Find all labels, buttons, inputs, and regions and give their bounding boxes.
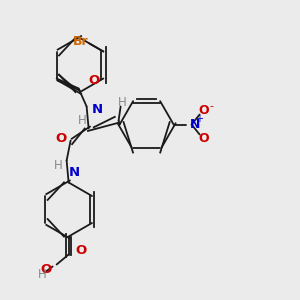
Text: O: O bbox=[198, 104, 209, 117]
Text: O: O bbox=[55, 132, 66, 145]
Text: O: O bbox=[40, 263, 52, 276]
Text: O: O bbox=[75, 244, 86, 257]
Text: +: + bbox=[195, 113, 203, 124]
Text: N: N bbox=[92, 103, 103, 116]
Text: O: O bbox=[88, 74, 99, 87]
Text: O: O bbox=[198, 132, 209, 145]
Text: H: H bbox=[118, 96, 127, 109]
Text: H: H bbox=[78, 114, 87, 127]
Text: -: - bbox=[210, 101, 214, 112]
Text: H: H bbox=[38, 268, 47, 281]
Text: N: N bbox=[190, 118, 200, 131]
Text: H: H bbox=[54, 159, 63, 172]
Text: N: N bbox=[69, 166, 80, 179]
Text: Br: Br bbox=[73, 35, 88, 48]
